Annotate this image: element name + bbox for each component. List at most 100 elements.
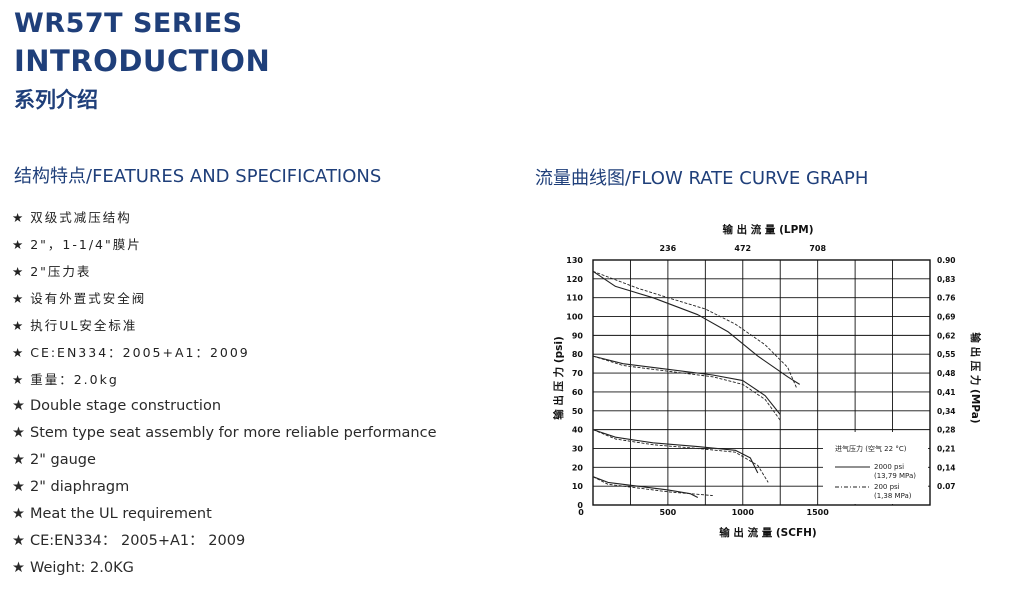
feature-list: ★ 双级式减压结构 ★ 2"，1-1/4"膜片 ★ 2"压力表 ★ 设有外置式安全阀 ★… xyxy=(12,204,437,582)
legend-title: 进气压力 (空气 22 °C) xyxy=(835,444,907,453)
y-tick-label-mpa: 0,21 xyxy=(937,444,956,453)
title-chinese: 系列介绍 xyxy=(14,88,98,112)
feature-text: Stem type seat assembly for more reliabl… xyxy=(30,425,437,441)
y-tick-label-mpa: 0,55 xyxy=(937,350,956,359)
feature-item: ★ 2" diaphragm xyxy=(12,474,437,501)
feature-text: CE:EN334：2005+A1：2009 xyxy=(30,345,250,360)
series-line-200psi xyxy=(592,476,713,497)
legend-dash-label: 200 psi xyxy=(874,483,900,491)
bottom-axis-title: 输 出 流 量 (SCFH) xyxy=(719,526,816,539)
y-tick-label-psi: 90 xyxy=(572,331,584,340)
legend-dash-sublabel: (1,38 MPa) xyxy=(874,492,912,500)
y-tick-label-psi: 110 xyxy=(566,294,583,303)
series-line-200psi xyxy=(592,429,769,483)
star-icon: ★ xyxy=(12,452,25,468)
x-tick-label-scfh: 1500 xyxy=(807,508,830,517)
series-line-2000psi xyxy=(592,429,759,474)
legend-solid-sublabel: (13,79 MPa) xyxy=(874,472,916,480)
series-line-2000psi xyxy=(592,270,800,385)
title-line-2: INTRODUCTION xyxy=(14,44,271,78)
feature-text: Weight: 2.0KG xyxy=(30,560,134,576)
x-tick-label-scfh: 1000 xyxy=(732,508,755,517)
right-axis-title: 输 出 压 力 (MPa) xyxy=(969,332,982,423)
x-tick-label-lpm: 236 xyxy=(660,244,677,253)
star-icon: ★ xyxy=(12,506,25,522)
x-tick-label-lpm: 708 xyxy=(809,244,826,253)
series-line-200psi xyxy=(592,355,781,421)
feature-item: ★ Weight: 2.0KG xyxy=(12,555,437,582)
y-tick-label-mpa: 0.90 xyxy=(937,256,956,265)
y-tick-label-psi: 70 xyxy=(572,369,584,378)
y-tick-label-mpa: 0,34 xyxy=(937,407,956,416)
star-icon: ★ xyxy=(12,479,25,495)
feature-text: 设有外置式安全阀 xyxy=(30,291,147,306)
y-tick-label-mpa: 0,28 xyxy=(937,426,956,435)
feature-item: ★ Stem type seat assembly for more reliab… xyxy=(12,420,437,447)
chart-series xyxy=(592,270,800,498)
left-axis-title: 输 出 压 力 (psi) xyxy=(552,336,565,420)
star-icon: ★ xyxy=(12,398,25,414)
series-line-2000psi xyxy=(592,355,781,415)
star-icon: ★ xyxy=(12,425,25,441)
chart-legend: 进气压力 (空气 22 °C) 2000 psi (13,79 MPa) 200… xyxy=(823,432,928,504)
feature-item: ★ 重量：2.0kg xyxy=(12,366,437,393)
feature-item: ★ CE:EN334： 2005+A1： 2009 xyxy=(12,528,437,555)
feature-item: ★ 2" gauge xyxy=(12,447,437,474)
y-tick-label-psi: 60 xyxy=(572,388,584,397)
feature-text: 2"压力表 xyxy=(30,264,92,279)
series-line-2000psi xyxy=(592,476,699,498)
star-icon: ★ xyxy=(12,345,26,360)
x-tick-label-scfh: 0 xyxy=(578,508,584,517)
legend-solid-label: 2000 psi xyxy=(874,463,904,471)
star-icon: ★ xyxy=(12,264,26,279)
top-axis-title: 输 出 流 量 (LPM) xyxy=(722,223,813,236)
y-tick-label-mpa: 0.07 xyxy=(937,482,956,491)
feature-item: ★ 执行UL安全标准 xyxy=(12,312,437,339)
feature-item: ★ Double stage construction xyxy=(12,393,437,420)
legend-background xyxy=(823,432,928,504)
feature-text: 双级式减压结构 xyxy=(30,210,132,225)
title-line-1: WR57T SERIES xyxy=(14,8,243,39)
star-icon: ★ xyxy=(12,372,26,387)
y-tick-label-mpa: 0,83 xyxy=(937,275,956,284)
chart-grid xyxy=(592,259,931,506)
y-tick-label-psi: 100 xyxy=(566,313,583,322)
star-icon: ★ xyxy=(12,291,26,306)
star-icon: ★ xyxy=(12,560,25,576)
feature-text: 2"，1-1/4"膜片 xyxy=(30,237,142,252)
feature-item: ★ Meat the UL requirement xyxy=(12,501,437,528)
y-tick-label-mpa: 0,14 xyxy=(937,463,956,472)
feature-text: CE:EN334： 2005+A1： 2009 xyxy=(30,533,246,549)
y-tick-label-mpa: 0,41 xyxy=(937,388,956,397)
y-tick-label-psi: 40 xyxy=(572,426,584,435)
star-icon: ★ xyxy=(12,533,25,549)
y-tick-label-mpa: 0,62 xyxy=(937,331,956,340)
star-icon: ★ xyxy=(12,210,26,225)
star-icon: ★ xyxy=(12,318,26,333)
plot-frame xyxy=(592,259,931,506)
features-heading: 结构特点/FEATURES AND SPECIFICATIONS xyxy=(14,166,382,187)
feature-item: ★ CE:EN334：2005+A1：2009 xyxy=(12,339,437,366)
feature-text: 重量：2.0kg xyxy=(30,372,119,387)
y-tick-label-psi: 80 xyxy=(572,350,584,359)
feature-item: ★ 设有外置式安全阀 xyxy=(12,285,437,312)
y-tick-label-mpa: 0,69 xyxy=(937,313,956,322)
feature-item: ★ 2"，1-1/4"膜片 xyxy=(12,231,437,258)
feature-text: Double stage construction xyxy=(30,398,222,414)
y-tick-label-psi: 120 xyxy=(566,275,583,284)
x-tick-label-scfh: 500 xyxy=(660,508,677,517)
y-tick-label-psi: 50 xyxy=(572,407,584,416)
chart-heading: 流量曲线图/FLOW RATE CURVE GRAPH xyxy=(535,168,869,189)
feature-text: 2" gauge xyxy=(30,452,96,468)
x-tick-label-lpm: 472 xyxy=(734,244,751,253)
y-tick-label-psi: 10 xyxy=(572,482,584,491)
feature-item: ★ 双级式减压结构 xyxy=(12,204,437,231)
series-line-200psi xyxy=(592,270,798,389)
y-tick-label-psi: 130 xyxy=(566,256,583,265)
y-tick-label-psi: 20 xyxy=(572,463,584,472)
y-tick-label-psi: 30 xyxy=(572,444,584,453)
y-tick-label-mpa: 0.76 xyxy=(937,294,956,303)
feature-text: Meat the UL requirement xyxy=(30,506,212,522)
chart-ticks: 0 10 20 30 40 50 60 70 80 90 100 110 120 130 0.07 0,14 0… xyxy=(566,244,955,517)
